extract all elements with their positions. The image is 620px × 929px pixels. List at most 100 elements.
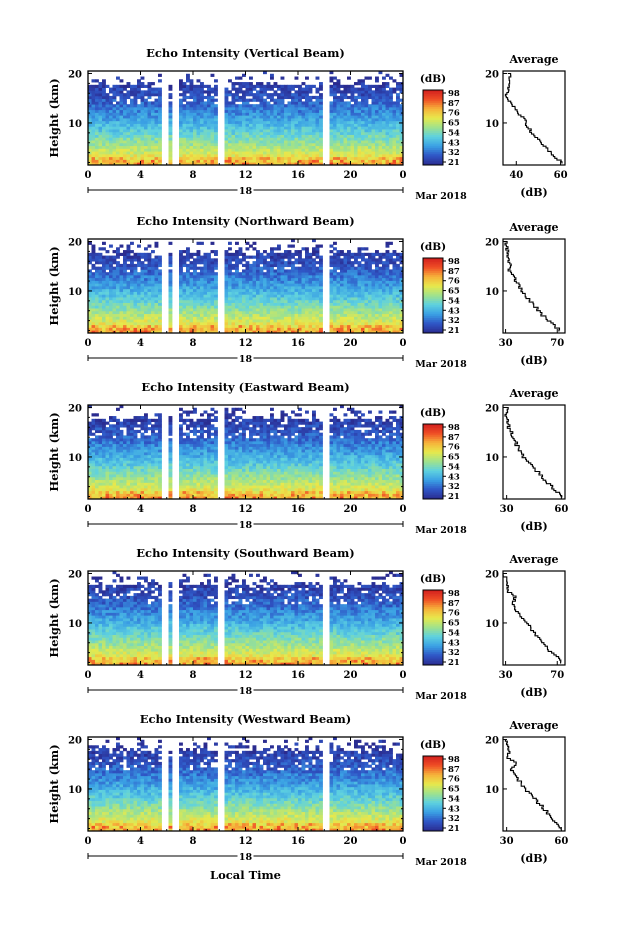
heatmap-cell xyxy=(361,159,365,163)
heatmap-cell xyxy=(273,327,278,331)
heatmap-cell xyxy=(294,299,299,303)
heatmap-cell xyxy=(315,321,320,326)
heatmap-cell xyxy=(105,93,110,97)
heatmap-cell xyxy=(235,76,239,80)
heatmap-cell xyxy=(329,120,334,124)
heatmap-cell xyxy=(319,272,323,276)
heatmap-cell xyxy=(249,162,253,166)
heatmap-cell xyxy=(347,255,351,259)
heatmap-cell xyxy=(340,129,344,133)
heatmap-cell xyxy=(375,286,379,290)
heatmap-cell xyxy=(333,137,337,141)
heatmap-cell xyxy=(168,316,173,320)
heatmap-cell xyxy=(214,305,218,309)
heatmap-cell xyxy=(361,134,365,138)
heatmap-cell xyxy=(196,313,201,317)
heatmap-cell xyxy=(259,252,264,256)
heatmap-cell xyxy=(294,93,299,97)
heatmap-cell xyxy=(256,123,260,127)
heatmap-cell xyxy=(151,104,155,108)
heatmap-cell xyxy=(340,250,344,254)
heatmap-cell xyxy=(186,109,190,113)
heatmap-cell xyxy=(140,274,145,279)
colorbar-segment xyxy=(423,155,443,159)
heatmap-cell xyxy=(231,316,236,320)
heatmap-cell xyxy=(158,255,162,259)
heatmap-cell xyxy=(154,297,159,301)
heatmap-cell xyxy=(193,140,197,144)
heatmap-cell xyxy=(287,286,292,290)
heatmap-cell xyxy=(116,115,120,119)
heatmap-cell xyxy=(392,274,397,279)
heatmap-cell xyxy=(361,280,365,284)
heatmap-cell xyxy=(357,106,362,111)
heatmap-cell xyxy=(144,252,148,256)
heatmap-cell xyxy=(336,131,341,135)
heatmap-cell xyxy=(378,98,383,102)
heatmap-cell xyxy=(95,308,99,312)
heatmap-cell xyxy=(378,291,383,295)
heatmap-cell xyxy=(147,280,152,284)
heatmap-cell xyxy=(343,145,348,149)
heatmap-cell xyxy=(242,330,246,334)
heatmap-cell xyxy=(151,305,155,309)
heatmap-cell xyxy=(396,305,400,309)
heatmap-cell xyxy=(140,308,145,312)
heatmap-cell xyxy=(231,258,236,262)
heatmap-cell xyxy=(298,316,302,320)
heatmap-cell xyxy=(196,118,201,122)
heatmap-cell xyxy=(179,261,183,265)
heatmap-cell xyxy=(242,291,246,295)
heatmap-cell xyxy=(399,98,404,102)
heatmap-cell xyxy=(378,153,383,158)
heatmap-cell xyxy=(270,283,274,287)
heatmap-cell xyxy=(154,93,159,97)
heatmap-cell xyxy=(207,159,211,163)
heatmap-cell xyxy=(130,269,134,273)
heatmap-cell xyxy=(116,269,120,273)
heatmap-cell xyxy=(284,252,288,256)
heatmap-cell xyxy=(361,330,365,334)
heatmap-cell xyxy=(385,142,390,147)
heatmap-cell xyxy=(231,294,236,298)
heatmap-cell xyxy=(305,109,309,113)
heatmap-cell xyxy=(214,297,218,301)
heatmap-cell xyxy=(91,106,96,111)
heatmap-cell xyxy=(284,286,288,290)
heatmap-cell xyxy=(193,283,197,287)
heatmap-cell xyxy=(119,101,124,105)
heatmap-cell xyxy=(137,123,141,127)
heatmap-cell xyxy=(336,137,341,141)
heatmap-cell xyxy=(308,288,313,292)
heatmap-cell xyxy=(361,109,365,113)
colorbar-segment xyxy=(423,125,443,129)
heatmap-cell xyxy=(263,145,267,149)
heatmap-cell xyxy=(259,140,264,144)
heatmap-cell xyxy=(280,294,285,298)
heatmap-cell xyxy=(182,145,187,149)
heatmap-cell xyxy=(364,101,369,105)
heatmap-cell xyxy=(329,250,334,254)
heatmap-cell xyxy=(235,319,239,323)
heatmap-cell xyxy=(308,330,313,334)
heatmap-cell xyxy=(147,162,152,166)
heatmap-cell xyxy=(396,82,400,86)
heatmap-cell xyxy=(116,87,120,91)
heatmap-cell xyxy=(305,112,309,116)
heatmap-cell xyxy=(284,272,288,276)
heatmap-cell xyxy=(95,324,99,328)
heatmap-cell xyxy=(291,112,295,116)
heatmap-cell xyxy=(298,310,302,315)
colorbar-segment xyxy=(423,99,443,102)
heatmap-cell xyxy=(263,90,267,94)
heatmap-cell xyxy=(224,297,229,301)
heatmap-cell xyxy=(280,291,285,295)
heatmap-cell xyxy=(259,266,264,270)
heatmap-cell xyxy=(133,280,138,284)
heatmap-cell xyxy=(280,123,285,127)
heatmap-cell xyxy=(210,126,215,130)
heatmap-cell xyxy=(308,272,313,276)
heatmap-cell xyxy=(315,95,320,100)
heatmap-cell xyxy=(238,302,243,306)
heatmap-cell xyxy=(361,131,365,135)
